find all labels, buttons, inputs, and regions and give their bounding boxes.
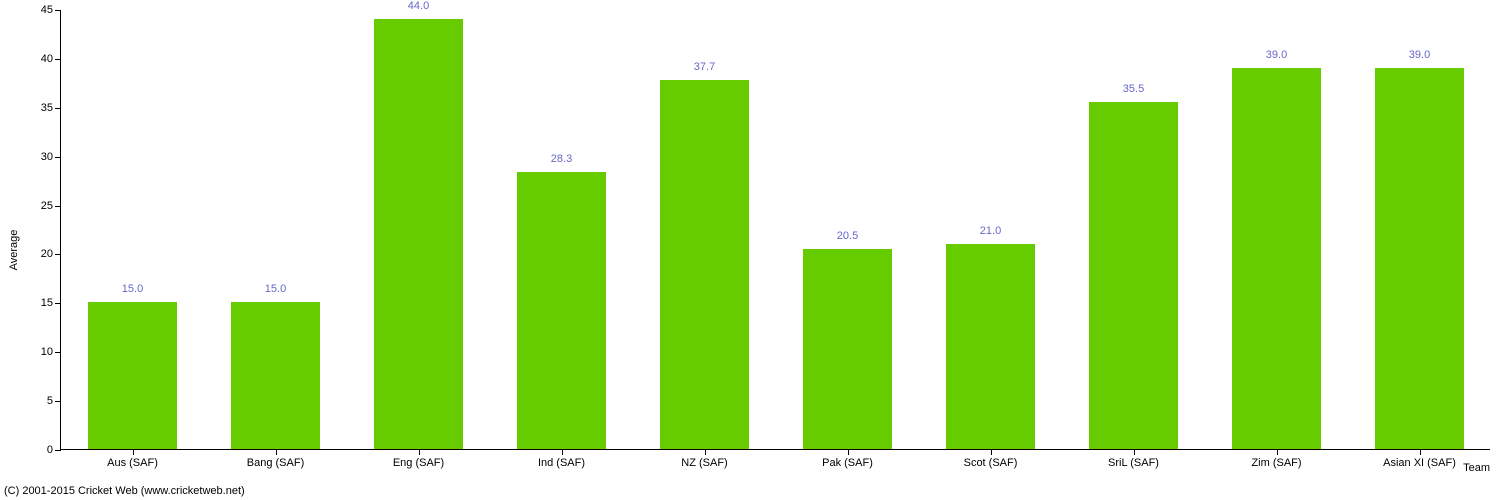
x-tick-label: Ind (SAF): [538, 457, 585, 469]
x-tick-label: Asian XI (SAF): [1383, 457, 1456, 469]
x-tick-label: Aus (SAF): [107, 457, 158, 469]
y-tick-label: 40: [41, 53, 53, 65]
bar-value-label: 21.0: [980, 225, 1001, 237]
x-tick-label: Bang (SAF): [247, 457, 304, 469]
x-tick-label: Scot (SAF): [964, 457, 1018, 469]
x-tick: [705, 449, 706, 455]
y-tick: [55, 10, 61, 11]
bar-value-label: 39.0: [1266, 49, 1287, 61]
y-tick-label: 45: [41, 4, 53, 16]
bar: [1089, 102, 1178, 449]
y-tick: [55, 108, 61, 109]
bar-value-label: 39.0: [1409, 49, 1430, 61]
x-tick: [1134, 449, 1135, 455]
bar: [1232, 68, 1321, 449]
y-tick-label: 25: [41, 200, 53, 212]
y-tick: [55, 352, 61, 353]
y-tick-label: 35: [41, 102, 53, 114]
bar: [374, 19, 463, 449]
x-tick-label: Eng (SAF): [393, 457, 444, 469]
bar: [88, 302, 177, 449]
y-tick: [55, 450, 61, 451]
y-tick-label: 30: [41, 151, 53, 163]
y-tick-label: 15: [41, 297, 53, 309]
bar-value-label: 35.5: [1123, 83, 1144, 95]
x-tick: [991, 449, 992, 455]
bar: [517, 172, 606, 449]
bar-value-label: 15.0: [265, 283, 286, 295]
plot-area: 05101520253035404515.0Aus (SAF)15.0Bang …: [60, 10, 1490, 450]
x-tick: [419, 449, 420, 455]
bar-value-label: 37.7: [694, 61, 715, 73]
chart-container: Average 05101520253035404515.0Aus (SAF)1…: [0, 0, 1500, 500]
y-tick: [55, 401, 61, 402]
bar-value-label: 15.0: [122, 283, 143, 295]
bar-value-label: 20.5: [837, 230, 858, 242]
x-tick: [1420, 449, 1421, 455]
x-tick-label: Zim (SAF): [1251, 457, 1301, 469]
y-tick: [55, 254, 61, 255]
bar: [803, 249, 892, 449]
y-tick: [55, 59, 61, 60]
x-tick: [133, 449, 134, 455]
x-tick-label: NZ (SAF): [681, 457, 727, 469]
x-tick: [276, 449, 277, 455]
x-axis-label: Team: [1463, 462, 1490, 474]
y-tick-label: 10: [41, 346, 53, 358]
bar: [946, 244, 1035, 449]
y-tick-label: 20: [41, 248, 53, 260]
x-tick: [848, 449, 849, 455]
bar-value-label: 44.0: [408, 0, 429, 12]
x-tick: [562, 449, 563, 455]
y-axis-label: Average: [8, 230, 20, 271]
y-tick-label: 5: [47, 395, 53, 407]
y-tick: [55, 157, 61, 158]
bar: [1375, 68, 1464, 449]
x-tick-label: Pak (SAF): [822, 457, 873, 469]
y-tick: [55, 303, 61, 304]
x-tick-label: SriL (SAF): [1108, 457, 1159, 469]
y-tick: [55, 206, 61, 207]
y-tick-label: 0: [47, 444, 53, 456]
bar: [231, 302, 320, 449]
bar: [660, 80, 749, 449]
copyright-text: (C) 2001-2015 Cricket Web (www.cricketwe…: [4, 485, 245, 497]
x-tick: [1277, 449, 1278, 455]
bar-value-label: 28.3: [551, 153, 572, 165]
